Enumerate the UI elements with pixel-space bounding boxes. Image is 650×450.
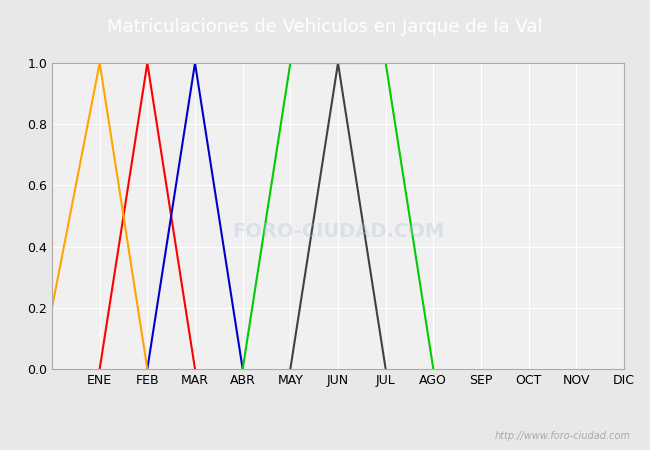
Text: http://www.foro-ciudad.com: http://www.foro-ciudad.com [495,431,630,441]
Text: FORO-CIUDAD.COM: FORO-CIUDAD.COM [232,222,444,241]
Text: Matriculaciones de Vehiculos en Jarque de la Val: Matriculaciones de Vehiculos en Jarque d… [107,18,543,36]
